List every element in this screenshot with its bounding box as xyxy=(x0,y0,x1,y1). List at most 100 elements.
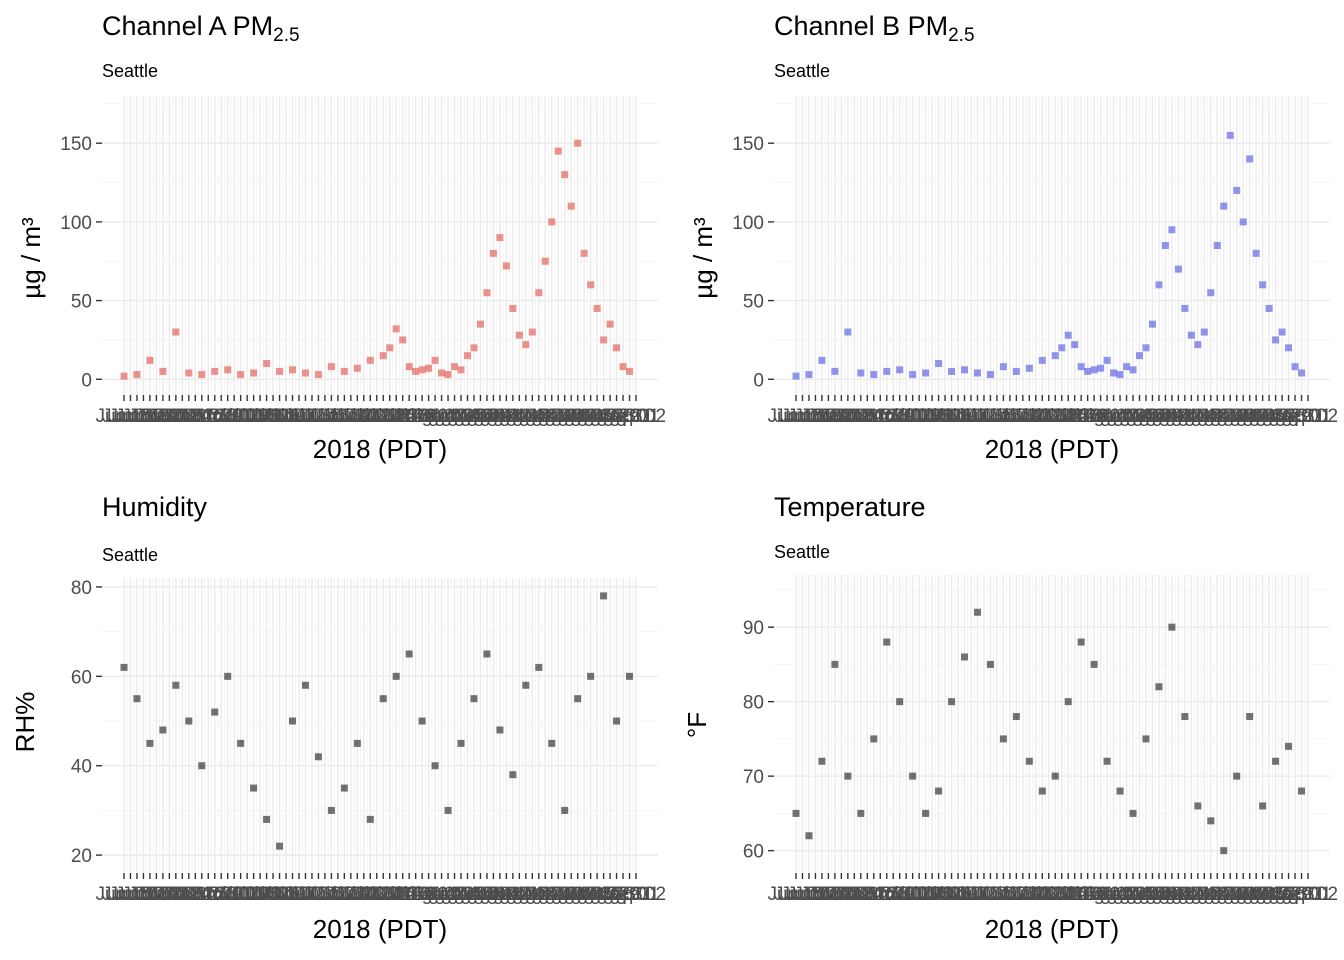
data-point xyxy=(1155,281,1163,289)
data-point xyxy=(444,371,452,379)
x-tick-label: Aug 30 xyxy=(586,884,646,905)
data-point xyxy=(528,328,536,336)
x-tick-label: Jul 30 xyxy=(390,884,441,905)
y-tick-label: 50 xyxy=(743,292,764,313)
x-tick-label: Jul 01 xyxy=(874,406,925,427)
data-point xyxy=(263,360,271,368)
x-tick-label: Jul 08 xyxy=(920,884,971,905)
data-point xyxy=(1116,371,1124,379)
data-point xyxy=(593,304,601,312)
x-tick-label: Aug 10 xyxy=(457,406,517,427)
x-tick-label: Jul 06 xyxy=(235,884,286,905)
x-tick-label: Aug 01 xyxy=(1070,406,1130,427)
x-tick-label: Jul 03 xyxy=(887,406,938,427)
x-tick-label: Aug 04 xyxy=(1090,884,1151,905)
x-tick-label: Aug 31 xyxy=(1265,406,1325,427)
data-point xyxy=(1207,817,1215,825)
data-point xyxy=(301,369,309,377)
x-tick-label: Jul 21 xyxy=(1004,884,1055,905)
chart-channel-a: Channel A PM2.5 Seattle µg / m³ 2018 (PD… xyxy=(16,11,666,464)
x-tick-label: Jun 15 xyxy=(95,406,152,427)
data-point xyxy=(935,787,943,795)
data-point xyxy=(1123,363,1131,371)
data-point xyxy=(237,739,245,747)
data-point xyxy=(818,757,826,765)
data-point xyxy=(120,663,128,671)
x-tick-label: Jul 10 xyxy=(261,406,312,427)
x-tick-label: Jun 19 xyxy=(793,884,850,905)
data-point xyxy=(1278,328,1286,336)
data-point xyxy=(587,672,595,680)
data-point xyxy=(470,695,478,703)
x-axis-title: 2018 (PDT) xyxy=(985,914,1119,944)
x-tick-label: Aug 08 xyxy=(1116,884,1176,905)
y-axis-title: RH% xyxy=(10,692,40,753)
x-tick-label: Jun 28 xyxy=(180,884,237,905)
data-point xyxy=(1272,757,1280,765)
x-tick-label: Jun 15 xyxy=(95,884,152,905)
x-tick-label: Sep 02 xyxy=(606,406,666,427)
x-tick-label: Aug 11 xyxy=(1136,884,1195,905)
x-tick-label: Jun 26 xyxy=(839,884,896,905)
x-tick-label: Jun 30 xyxy=(193,884,250,905)
x-tick-label: Jul 28 xyxy=(377,884,428,905)
chart-title: Temperature xyxy=(774,492,926,522)
chart-humidity: Humidity Seattle RH% 2018 (PDT) 20 40 60 80… xyxy=(10,492,666,944)
data-point xyxy=(844,328,852,336)
x-tick-label: Jul 07 xyxy=(913,884,964,905)
x-tick-label: Aug 05 xyxy=(424,884,484,905)
x-tick-label: Jul 18 xyxy=(985,406,1036,427)
x-tick-label: Aug 11 xyxy=(1136,406,1195,427)
x-tick-label: Aug 22 xyxy=(535,884,595,905)
data-point xyxy=(522,341,530,349)
x-axis-title: 2018 (PDT) xyxy=(985,434,1119,464)
y-tick-label: 0 xyxy=(753,370,764,391)
x-tick-label: Jul 20 xyxy=(997,406,1048,427)
data-point xyxy=(425,364,433,372)
x-tick-label: Jul 02 xyxy=(881,406,932,427)
x-tick-label: Jun 19 xyxy=(121,884,178,905)
y-tick-label: 40 xyxy=(71,757,92,778)
x-tick-label: Jul 23 xyxy=(345,406,396,427)
x-tick-label: Aug 20 xyxy=(1194,884,1254,905)
x-tick-label: Jul 21 xyxy=(332,406,383,427)
data-point xyxy=(961,366,969,374)
data-point xyxy=(159,726,167,734)
x-tick-label: Aug 24 xyxy=(548,406,609,427)
x-tick-label: Jul 08 xyxy=(248,406,299,427)
x-tick-label: Jul 31 xyxy=(1069,406,1120,427)
x-tick-label: Jun 22 xyxy=(141,884,198,905)
x-tick-label: Aug 12 xyxy=(1142,884,1202,905)
data-point xyxy=(1097,364,1105,372)
x-tick-label: Sep 02 xyxy=(1278,884,1338,905)
data-point xyxy=(314,753,322,761)
x-tick-label: Aug 16 xyxy=(1168,406,1228,427)
x-tick-label: Aug 05 xyxy=(424,406,484,427)
x-tick-label: Jul 09 xyxy=(254,884,305,905)
data-point xyxy=(431,762,439,770)
x-tick-label: Aug 19 xyxy=(515,406,575,427)
x-tick-label: Aug 10 xyxy=(457,884,517,905)
data-point xyxy=(792,809,800,817)
x-tick-label: Jul 14 xyxy=(959,884,1010,905)
data-point xyxy=(1084,367,1092,375)
data-point xyxy=(626,672,634,680)
x-tick-label: Jul 26 xyxy=(364,406,415,427)
x-tick-label: Jul 16 xyxy=(972,884,1023,905)
x-tick-label: Jul 28 xyxy=(1049,884,1100,905)
x-tick-label: Aug 15 xyxy=(1161,406,1221,427)
data-point xyxy=(522,681,530,689)
x-tick-label: Jun 21 xyxy=(806,406,863,427)
data-point xyxy=(1291,363,1299,371)
data-point xyxy=(515,331,523,339)
x-tick-label: Jul 03 xyxy=(215,884,266,905)
data-point xyxy=(386,344,394,352)
x-tick-label: Jul 01 xyxy=(202,884,253,905)
data-point xyxy=(1187,331,1195,339)
data-point xyxy=(457,739,465,747)
x-tick-label: Aug 24 xyxy=(1220,884,1281,905)
x-tick-label: Aug 26 xyxy=(561,884,621,905)
x-tick-label: Jul 23 xyxy=(345,884,396,905)
x-tick-label: Jul 19 xyxy=(991,884,1042,905)
